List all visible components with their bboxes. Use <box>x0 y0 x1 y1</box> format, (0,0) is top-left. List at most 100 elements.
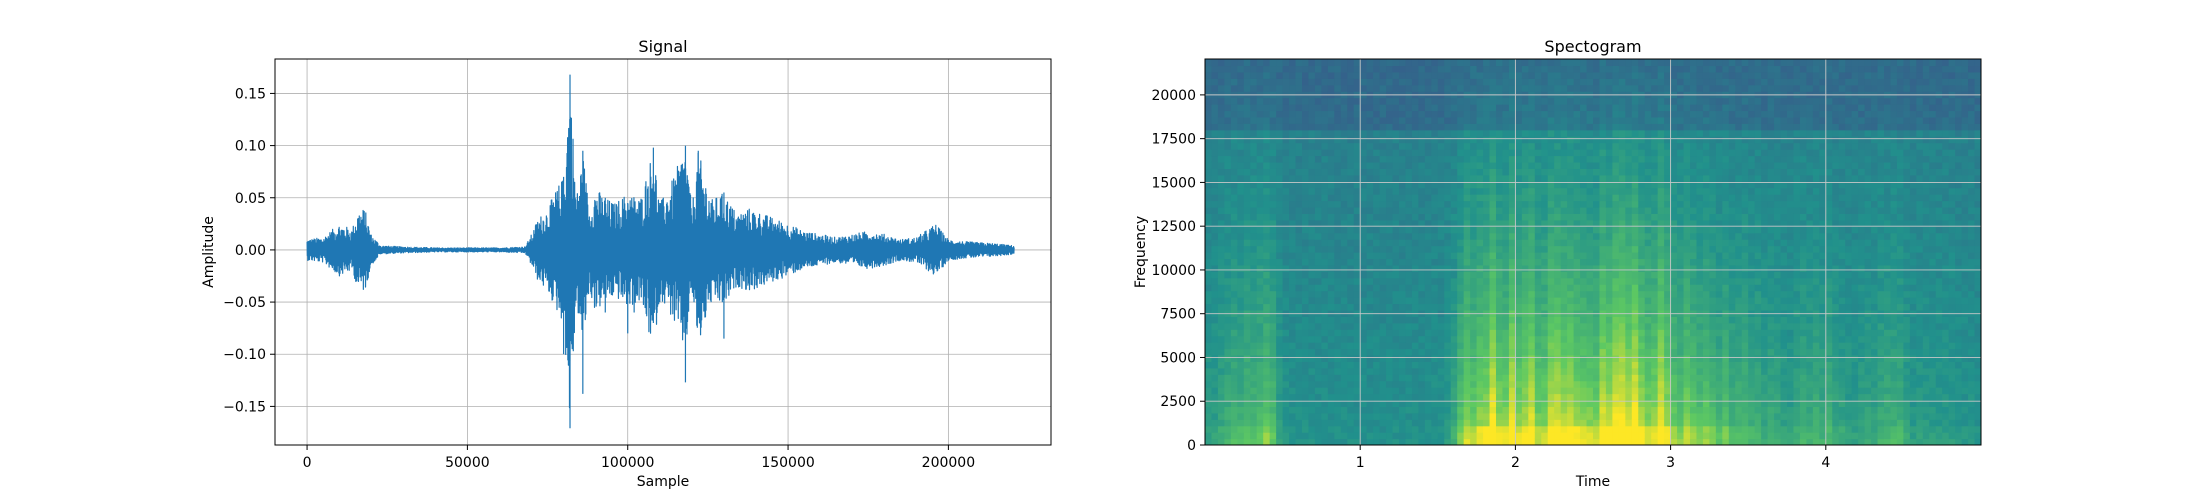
spectrogram-cell <box>1521 226 1529 234</box>
spectrogram-cell <box>1625 387 1633 395</box>
spectrogram-cell <box>1664 438 1672 445</box>
spectrogram-cell <box>1308 412 1316 420</box>
spectrogram-cell <box>1463 219 1471 227</box>
spectrogram-cell <box>1431 136 1439 144</box>
spectrogram-cell <box>1735 258 1743 266</box>
spectrogram-cell <box>1476 123 1484 131</box>
spectrogram-cell <box>1560 393 1568 401</box>
spectrogram-cell <box>1217 71 1225 79</box>
spectrogram-cell <box>1217 432 1225 440</box>
spectrogram-cell <box>1593 329 1601 337</box>
spectrogram-cell <box>1651 322 1659 330</box>
spectrogram-cell <box>1709 161 1717 169</box>
spectrogram-cell <box>1586 277 1594 285</box>
spectrogram-cell <box>1243 232 1251 240</box>
spectrogram-cell <box>1405 97 1413 105</box>
spectrogram-cell <box>1657 129 1665 137</box>
spectrogram-cell <box>1289 284 1297 292</box>
spectrogram-cell <box>1651 232 1659 240</box>
spectrogram-cell <box>1515 71 1523 79</box>
spectrogram-cell <box>1573 232 1581 240</box>
spectrogram-cell <box>1593 425 1601 433</box>
spectrogram-cell <box>1502 206 1510 214</box>
spectrogram-cell <box>1211 123 1219 131</box>
spectrogram-cell <box>1586 342 1594 350</box>
spectrogram-cell <box>1631 168 1639 176</box>
spectrogram-cell <box>1593 226 1601 234</box>
spectrogram-cell <box>1263 59 1271 67</box>
spectrogram-cell <box>1605 361 1613 369</box>
spectrogram-cell <box>1347 239 1355 247</box>
spectrogram-cell <box>1476 374 1484 382</box>
spectrogram-cell <box>1593 71 1601 79</box>
spectrogram-cell <box>1696 412 1704 420</box>
spectrogram-cell <box>1580 303 1588 311</box>
spectrogram-cell <box>1735 354 1743 362</box>
spectrogram-cell <box>1702 399 1710 407</box>
spectrogram-cell <box>1657 271 1665 279</box>
spectrogram-cell <box>1664 316 1672 324</box>
spectrogram-cell <box>1437 361 1445 369</box>
spectrogram-cell <box>1547 361 1555 369</box>
spectrogram-cell <box>1644 412 1652 420</box>
spectrogram-cell <box>1360 239 1368 247</box>
spectrogram-cell <box>1314 142 1322 150</box>
spectrogram-cell <box>1366 348 1374 356</box>
spectrogram-cell <box>1541 78 1549 86</box>
spectrogram-cell <box>1489 264 1497 272</box>
spectrogram-cell <box>1392 155 1400 163</box>
spectrogram-cell <box>1638 194 1646 202</box>
spectrogram-cell <box>1334 432 1342 440</box>
spectrogram-cell <box>1373 110 1381 118</box>
spectrogram-cell <box>1470 84 1478 92</box>
spectrogram-cell <box>1237 97 1245 105</box>
spectrogram-cell <box>1651 316 1659 324</box>
spectrogram-cell <box>1508 258 1516 266</box>
spectrogram-cell <box>1418 142 1426 150</box>
spectrogram-cell <box>1631 297 1639 305</box>
spectrogram-cell <box>1483 412 1491 420</box>
spectrogram-cell <box>1243 374 1251 382</box>
spectrogram-cell <box>1295 232 1303 240</box>
spectrogram-cell <box>1489 290 1497 298</box>
spectrogram-cell <box>1670 245 1678 253</box>
spectrogram-cell <box>1631 264 1639 272</box>
spectrogram-cell <box>1463 412 1471 420</box>
spectrogram-cell <box>1605 226 1613 234</box>
spectrogram-cell <box>1470 116 1478 124</box>
spectrogram-cell <box>1651 271 1659 279</box>
spectrogram-cell <box>1541 419 1549 427</box>
spectrogram-cell <box>1308 316 1316 324</box>
spectrogram-cell <box>1508 161 1516 169</box>
spectrogram-cell <box>1340 245 1348 253</box>
spectrogram-cell <box>1489 342 1497 350</box>
spectrogram-cell <box>1224 110 1232 118</box>
spectrogram-cell <box>1612 399 1620 407</box>
spectrogram-cell <box>1418 168 1426 176</box>
spectrogram-cell <box>1567 419 1575 427</box>
spectrogram-cell <box>1534 97 1542 105</box>
spectrogram-cell <box>1644 226 1652 234</box>
spectrogram-cell <box>1230 297 1238 305</box>
spectrogram-cell <box>1347 187 1355 195</box>
spectrogram-cell <box>1276 252 1284 260</box>
spectrogram-cell <box>1593 258 1601 266</box>
spectrogram-cell <box>1302 303 1310 311</box>
spectrogram-cell <box>1618 174 1626 182</box>
spectrogram-cell <box>1496 361 1504 369</box>
spectrogram-cell <box>1515 110 1523 118</box>
spectrogram-cell <box>1463 239 1471 247</box>
spectrogram-cell <box>1670 380 1678 388</box>
spectrogram-cell <box>1534 412 1542 420</box>
spectrogram-cell <box>1411 187 1419 195</box>
spectrogram-cell <box>1521 297 1529 305</box>
spectrogram-cell <box>1308 200 1316 208</box>
spectrogram-cell <box>1444 78 1452 86</box>
spectrogram-cell <box>1444 174 1452 182</box>
spectrogram-cell <box>1431 116 1439 124</box>
spectrogram-cell <box>1463 149 1471 157</box>
spectrogram-cell <box>1586 200 1594 208</box>
spectrogram-cell <box>1528 335 1536 343</box>
spectrogram-cell <box>1334 354 1342 362</box>
spectrogram-cell <box>1276 161 1284 169</box>
